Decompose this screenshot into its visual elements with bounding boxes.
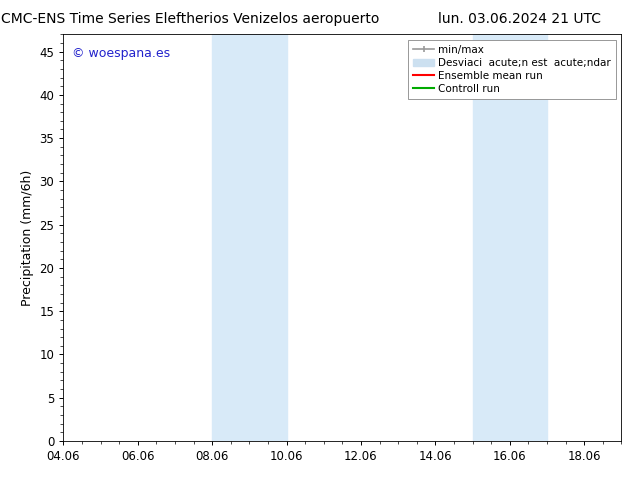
Y-axis label: Precipitation (mm/6h): Precipitation (mm/6h) xyxy=(21,170,34,306)
Bar xyxy=(212,34,287,441)
Bar xyxy=(472,34,547,441)
Text: lun. 03.06.2024 21 UTC: lun. 03.06.2024 21 UTC xyxy=(438,12,602,26)
Legend: min/max, Desviaci  acute;n est  acute;ndar, Ensemble mean run, Controll run: min/max, Desviaci acute;n est acute;ndar… xyxy=(408,40,616,99)
Text: CMC-ENS Time Series Eleftherios Venizelos aeropuerto: CMC-ENS Time Series Eleftherios Venizelo… xyxy=(1,12,379,26)
Text: © woespana.es: © woespana.es xyxy=(72,47,170,59)
